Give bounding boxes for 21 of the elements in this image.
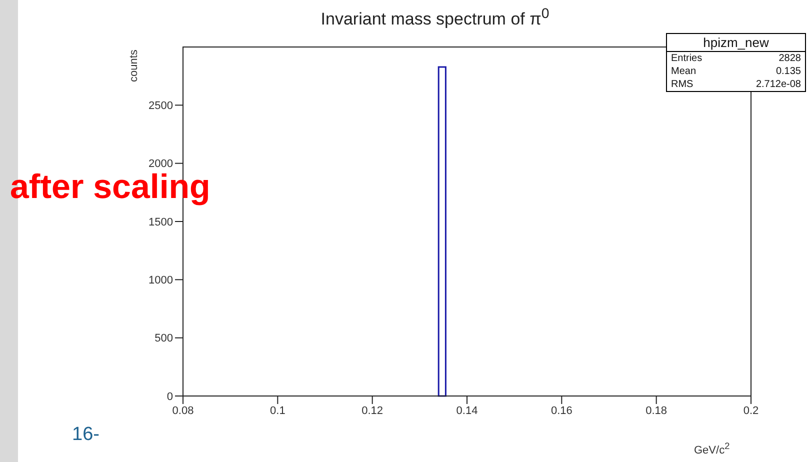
y-tick-label: 1000 — [148, 274, 173, 287]
y-tick-label: 500 — [154, 332, 173, 345]
text: Mean 0.135 — [671, 66, 801, 77]
x-axis-title: GeV/c$^{2}$ — [694, 441, 730, 457]
text: Entries 2828 — [671, 53, 801, 64]
text: 16- — [72, 424, 100, 446]
y-tick-label: 1500 — [148, 216, 173, 228]
x-tick-label: 0.2 — [743, 404, 759, 417]
y-tick-label: 2000 — [148, 158, 173, 170]
x-tick-label: 0.12 — [362, 404, 384, 417]
y-tick-label: 0 — [166, 390, 173, 403]
y-axis-title: counts — [128, 50, 140, 82]
y-tick-label: 2500 — [148, 100, 173, 112]
text: RMS 2.712e-08 — [671, 79, 801, 90]
x-tick-label: 0.08 — [172, 404, 194, 417]
x-tick-label: 0.16 — [550, 404, 572, 417]
chart-title: Invariant mass spectrum of π$^{0}$ — [320, 6, 550, 30]
x-tick-label: 0.14 — [456, 404, 478, 417]
x-tick-label: 0.18 — [646, 404, 668, 417]
x-tick-label: 0.1 — [270, 404, 286, 417]
annotation: hpizm_new — [667, 34, 805, 52]
